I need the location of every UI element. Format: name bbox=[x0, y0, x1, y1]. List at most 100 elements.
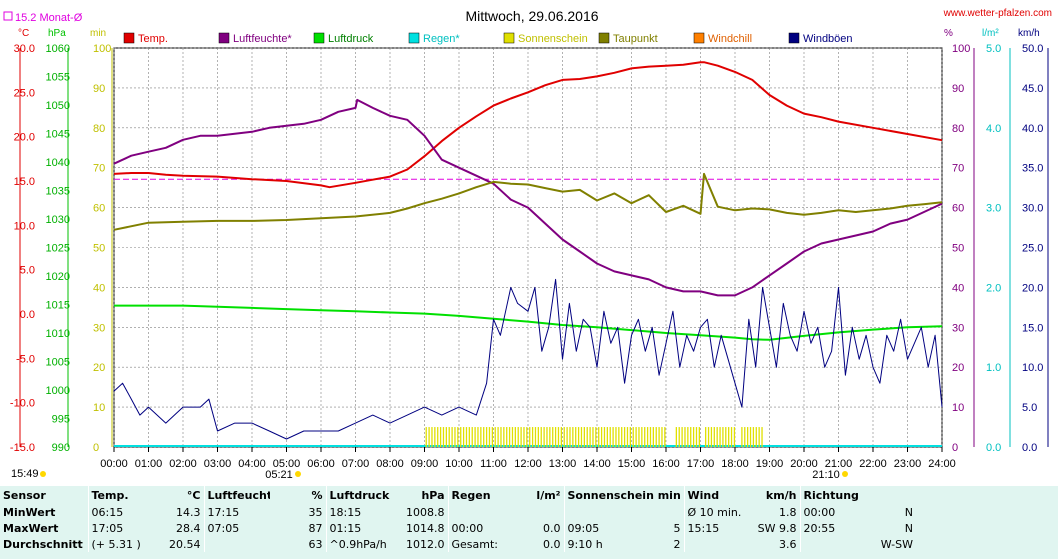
humidity-tick-label: 40 bbox=[952, 282, 964, 294]
humidity-axis-unit: % bbox=[944, 28, 953, 39]
rain-axis-unit: l/m² bbox=[982, 28, 999, 39]
wind-tick-label: 50.0 bbox=[1022, 43, 1043, 55]
cell-rain-val: 0.0 bbox=[543, 537, 561, 551]
x-tick-label: 12:00 bbox=[514, 458, 542, 470]
wind-tick-label: 25.0 bbox=[1022, 243, 1043, 255]
pressure-tick-label: 1035 bbox=[46, 186, 70, 198]
x-tick-label: 01:00 bbox=[135, 458, 163, 470]
wind-tick-label: 10.0 bbox=[1022, 362, 1043, 374]
minutes-tick-label: 20 bbox=[93, 362, 105, 374]
x-tick-label: 13:00 bbox=[549, 458, 577, 470]
cell-sun-time: 9:10 h bbox=[563, 536, 628, 552]
cell-wind-time: 15:15 bbox=[683, 520, 747, 536]
cell-dir-val: W-SW bbox=[880, 537, 914, 551]
header-pressure: Luftdruck bbox=[325, 486, 392, 504]
pressure-tick-label: 995 bbox=[52, 414, 70, 426]
legend-label: Temp. bbox=[138, 33, 168, 45]
time-marker bbox=[40, 471, 46, 477]
cell-hum-val: 87 bbox=[308, 521, 323, 535]
cell-sun-time: 09:05 bbox=[563, 520, 628, 536]
legend-label: Regen* bbox=[423, 33, 460, 45]
cell-wind-time: Ø 10 min. bbox=[683, 504, 747, 520]
pressure-tick-label: 1055 bbox=[46, 72, 70, 84]
dewpoint-series-line bbox=[113, 172, 943, 231]
cell-pres-val: 1014.8 bbox=[406, 521, 445, 535]
cell-pres-val: 1008.8 bbox=[406, 505, 445, 519]
temp-tick-label: -15.0 bbox=[10, 442, 35, 454]
temp-tick-label: 5.0 bbox=[20, 265, 35, 277]
pressure-tick-label: 1045 bbox=[46, 129, 70, 141]
humidity-tick-label: 50 bbox=[952, 243, 964, 255]
wind-tick-label: 0.0 bbox=[1022, 442, 1037, 454]
legend-label: Taupunkt bbox=[613, 33, 658, 45]
x-tick-label: 22:00 bbox=[859, 458, 887, 470]
minutes-tick-label: 50 bbox=[93, 243, 105, 255]
cell-dir-time bbox=[799, 536, 863, 552]
pressure-tick-label: 1010 bbox=[46, 328, 70, 340]
header-direction: Richtung bbox=[799, 486, 863, 504]
plot-area: 30.0 25.0 20.0 15.0 10.0 5.0 0.0 -5.0 -10.0 -15.0… bbox=[10, 43, 1049, 470]
x-tick-label: 04:00 bbox=[238, 458, 266, 470]
x-tick-label: 07:00 bbox=[342, 458, 370, 470]
header-humidity: Luftfeuchte bbox=[203, 486, 270, 504]
cell-pres-val: 1012.0 bbox=[406, 537, 445, 551]
humidity-series-line bbox=[113, 98, 943, 297]
legend-swatch bbox=[598, 32, 610, 44]
x-tick-label: 21:00 bbox=[825, 458, 853, 470]
sunrise-marker bbox=[295, 471, 301, 477]
legend-label: Sonnenschein bbox=[518, 33, 588, 45]
cell-temp-time: 06:15 bbox=[87, 504, 148, 520]
cell-hum-val: 63 bbox=[308, 537, 323, 551]
cell-rain-val: 0.0 bbox=[543, 521, 561, 535]
cell-temp-val: 14.3 bbox=[176, 505, 201, 519]
pressure-tick-label: 990 bbox=[52, 442, 70, 454]
minutes-tick-label: 60 bbox=[93, 203, 105, 215]
pressure-tick-label: 1000 bbox=[46, 385, 70, 397]
temp-tick-label: -10.0 bbox=[10, 398, 35, 410]
humidity-tick-label: 0 bbox=[952, 442, 958, 454]
humidity-tick-label: 10 bbox=[952, 402, 964, 414]
minutes-tick-label: 90 bbox=[93, 83, 105, 95]
x-tick-label: 10:00 bbox=[445, 458, 473, 470]
legend-label: Windchill bbox=[708, 33, 752, 45]
header-wind: Wind bbox=[683, 486, 747, 504]
cell-sun-val: 5 bbox=[673, 521, 681, 535]
cell-dir-val: N bbox=[904, 505, 914, 519]
pressure-axis-unit: hPa bbox=[48, 28, 66, 39]
wind-tick-label: 45.0 bbox=[1022, 83, 1043, 95]
cell-rain-time: 00:00 bbox=[447, 520, 508, 536]
cell-sun-time bbox=[563, 504, 628, 520]
cell-sun-val bbox=[628, 504, 684, 520]
x-tick-label: 17:00 bbox=[687, 458, 715, 470]
x-tick-label: 19:00 bbox=[756, 458, 784, 470]
cell-wind-val: 3.6 bbox=[779, 537, 797, 551]
wind-tick-label: 40.0 bbox=[1022, 123, 1043, 135]
temp-tick-label: 0.0 bbox=[20, 309, 35, 321]
cell-hum-val: 35 bbox=[308, 505, 323, 519]
header-humidity-unit: % bbox=[311, 488, 323, 502]
time-label: 15:49 bbox=[11, 468, 39, 480]
wind-tick-label: 15.0 bbox=[1022, 322, 1043, 334]
stats-table: Sensor Temp. °C Luftfeuchte % Luftdruck … bbox=[0, 486, 916, 552]
monthly-avg-marker bbox=[3, 11, 13, 21]
header-sensor: Sensor bbox=[3, 488, 46, 502]
gusts-series-line bbox=[113, 278, 943, 440]
cell-dir-time: 20:55 bbox=[799, 520, 863, 536]
weather-chart: Mittwoch, 29.06.2016 www.wetter-pfalzen.… bbox=[3, 8, 1052, 481]
cell-dir-val: N bbox=[904, 521, 914, 535]
pressure-series-line bbox=[114, 304, 943, 341]
minutes-axis-unit: min bbox=[90, 28, 106, 39]
minutes-tick-label: 10 bbox=[93, 402, 105, 414]
cell-pres-time: ^0.9hPa/h bbox=[325, 536, 392, 552]
humidity-tick-label: 90 bbox=[952, 83, 964, 95]
rain-tick-label: 0.0 bbox=[986, 442, 1001, 454]
cell-temp-time: 17:05 bbox=[87, 520, 148, 536]
cell-label: Durchschnitt bbox=[3, 537, 83, 551]
header-sun: Sonnenschein min bbox=[563, 486, 685, 504]
x-tick-label: 03:00 bbox=[204, 458, 232, 470]
cell-temp-time: (+ 5.31 ) bbox=[87, 536, 148, 552]
header-rain-unit: l/m² bbox=[536, 488, 561, 502]
x-tick-label: 08:00 bbox=[376, 458, 404, 470]
legend-swatch bbox=[408, 32, 420, 44]
wind-axis-unit: km/h bbox=[1018, 28, 1040, 39]
